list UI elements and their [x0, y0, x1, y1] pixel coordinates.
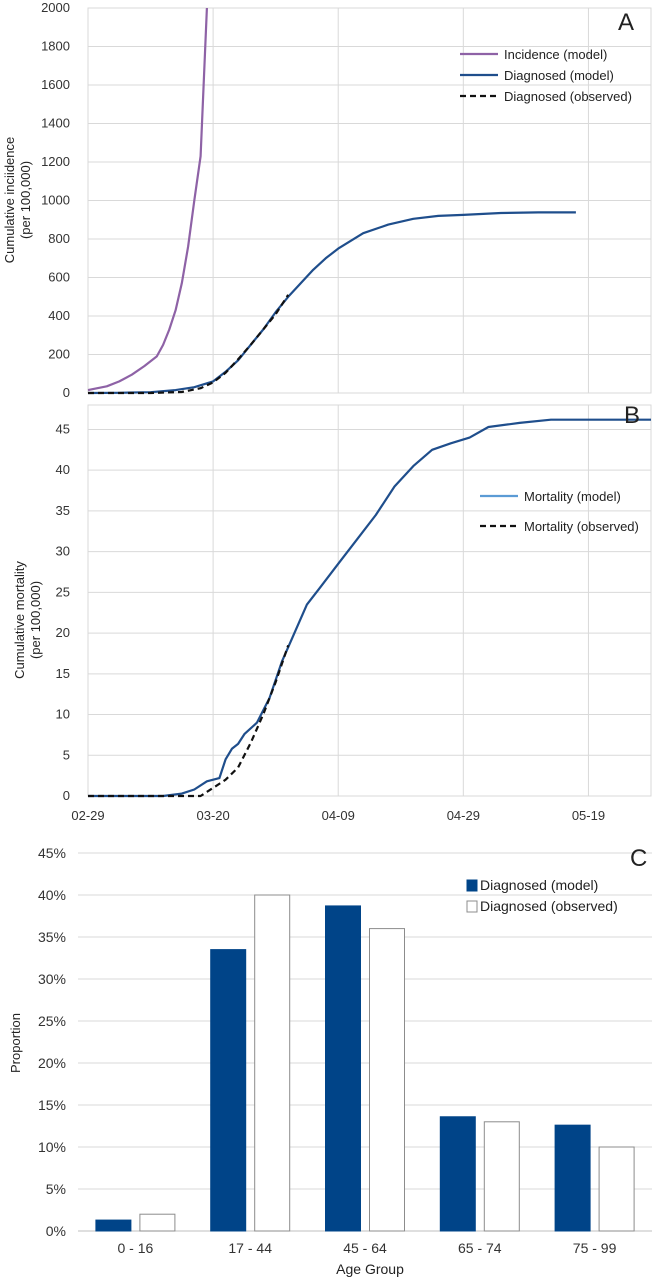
- panel-c-y-tick-label: 0%: [46, 1223, 66, 1239]
- panel-a-y-tick-label: 2000: [41, 0, 70, 15]
- panel-c-x-tick-label: 45 - 64: [343, 1240, 387, 1256]
- panel-b-y-tick-label: 45: [56, 421, 70, 436]
- panel-b-y-ticks: 0 5 10 15 20 25 30 35 40 45: [56, 421, 70, 803]
- panel-b-y-tick-label: 5: [63, 747, 70, 762]
- panel-a-y-title-line1: Cumulative inciidence: [2, 137, 17, 263]
- panel-b-legend: Mortality (model) Mortality (observed): [480, 489, 639, 534]
- panel-a-y-title: Cumulative inciidence (per 100,000): [2, 137, 33, 263]
- panel-a-grid: [87, 7, 652, 394]
- panel-b-y-tick-label: 40: [56, 462, 70, 477]
- panel-a-y-tick-label: 400: [48, 308, 70, 323]
- panel-c-bars: [95, 894, 635, 1232]
- panel-b-x-tick-label: 04-09: [322, 808, 355, 823]
- panel-a-series: [87, 7, 576, 395]
- bar-diagnosed-observed-45-64: [369, 928, 405, 1232]
- panel-b-y-tick-label: 35: [56, 503, 70, 518]
- panel-c-y-title: Proportion: [8, 1013, 23, 1073]
- bar-diagnosed-observed-65-74: [483, 1121, 520, 1232]
- bar-diagnosed-observed-0-16: [139, 1213, 176, 1232]
- panel-c-letter: C: [630, 845, 647, 872]
- panel-b-plot-frame: [87, 404, 652, 797]
- panel-c-y-ticks: 0% 5% 10% 15% 20% 25% 30% 35% 40% 45%: [38, 845, 66, 1239]
- panel-c-x-title: Age Group: [336, 1261, 404, 1277]
- panel-b-y-tick-label: 20: [56, 625, 70, 640]
- panel-b-y-tick-label: 30: [56, 544, 70, 559]
- bar-diagnosed-model-75-99: [554, 1124, 591, 1232]
- panel-a-y-tick-label: 1000: [41, 193, 70, 208]
- panel-a-y-tick-label: 200: [48, 347, 70, 362]
- panel-b-y-tick-label: 25: [56, 584, 70, 599]
- panel-b-y-tick-label: 15: [56, 666, 70, 681]
- panel-c-y-tick-label: 30%: [38, 971, 66, 987]
- panel-a-y-tick-label: 0: [63, 385, 70, 400]
- panel-c-y-tick-label: 35%: [38, 929, 66, 945]
- panel-c-y-tick-label: 25%: [38, 1013, 66, 1029]
- panel-a-y-tick-label: 1600: [41, 77, 70, 92]
- panel-a-y-tick-label: 1200: [41, 154, 70, 169]
- series-diagnosed-observed: [88, 294, 290, 395]
- panel-c-x-ticks: 0 - 16 17 - 44 45 - 64 65 - 74 75 - 99: [117, 1240, 616, 1256]
- bar-diagnosed-model-45-64: [325, 905, 361, 1232]
- panel-c-x-tick-label: 75 - 99: [573, 1240, 617, 1256]
- panel-a-legend: Incidence (model) Diagnosed (model) Diagno…: [460, 47, 632, 104]
- panel-b-y-tick-label: 10: [56, 707, 70, 722]
- panel-c-y-tick-label: 45%: [38, 845, 66, 861]
- panel-a-letter: A: [618, 9, 634, 36]
- bar-diagnosed-model-17-44: [210, 949, 247, 1232]
- panel-a-y-ticks: 0 200 400 600 800 1000 1200 1400 1600 1800 2000: [41, 0, 70, 400]
- legend-label-diagnosed-model: Diagnosed (model): [504, 68, 614, 83]
- legend-label-diagnosed-observed: Diagnosed (observed): [480, 898, 618, 914]
- panel-a-y-title-line2: (per 100,000): [18, 161, 33, 239]
- panel-c-x-tick-label: 17 - 44: [228, 1240, 272, 1256]
- panel-b-y-title-line2: (per 100,000): [28, 581, 43, 659]
- series-mortality-observed: [88, 644, 290, 798]
- panel-b-y-title-line1: Cumulative mortality: [12, 561, 27, 679]
- series-mortality-model: [88, 418, 651, 798]
- panel-b-grid: [87, 404, 652, 797]
- panel-c-y-tick-label: 20%: [38, 1055, 66, 1071]
- panel-a-y-tick-label: 1800: [41, 39, 70, 54]
- legend-label-diagnosed-model: Diagnosed (model): [480, 877, 598, 893]
- panel-c-y-tick-label: 40%: [38, 887, 66, 903]
- panel-b-x-ticks: 02-29 03-20 04-09 04-29 05-19: [71, 808, 605, 823]
- panel-c: 0% 5% 10% 15% 20% 25% 30% 35% 40% 45% 0 - 16 17 - …: [8, 845, 652, 1277]
- legend-label-diagnosed-observed: Diagnosed (observed): [504, 89, 632, 104]
- panel-a-y-tick-label: 800: [48, 231, 70, 246]
- panel-a-y-tick-label: 600: [48, 270, 70, 285]
- series-incidence-model: [87, 7, 208, 392]
- panel-c-y-tick-label: 15%: [38, 1097, 66, 1113]
- legend-label-incidence-model: Incidence (model): [504, 47, 607, 62]
- panel-a: 0 200 400 600 800 1000 1200 1400 1600 1800 2000 Cu…: [2, 0, 652, 400]
- legend-swatch-diagnosed-model: [466, 879, 478, 892]
- panel-b-letter: B: [624, 402, 640, 429]
- panel-c-y-tick-label: 10%: [38, 1139, 66, 1155]
- panel-c-x-tick-label: 65 - 74: [458, 1240, 502, 1256]
- legend-swatch-diagnosed-observed: [466, 900, 478, 913]
- panel-b-series: [88, 418, 651, 798]
- panel-a-y-tick-label: 1400: [41, 116, 70, 131]
- panel-b-x-tick-label: 02-29: [71, 808, 104, 823]
- bar-diagnosed-observed-17-44: [254, 894, 291, 1232]
- bar-diagnosed-model-65-74: [439, 1116, 476, 1232]
- panel-c-y-tick-label: 5%: [46, 1181, 66, 1197]
- panel-b-x-tick-label: 05-19: [572, 808, 605, 823]
- panel-b-x-tick-label: 03-20: [196, 808, 229, 823]
- bar-diagnosed-model-0-16: [95, 1219, 132, 1232]
- panel-b-y-title: Cumulative mortality (per 100,000): [12, 561, 43, 679]
- legend-label-mortality-observed: Mortality (observed): [524, 519, 639, 534]
- bar-diagnosed-observed-75-99: [598, 1146, 635, 1232]
- panel-c-x-tick-label: 0 - 16: [117, 1240, 153, 1256]
- panel-b-x-tick-label: 04-29: [447, 808, 480, 823]
- panel-b-y-tick-label: 0: [63, 788, 70, 803]
- legend-label-mortality-model: Mortality (model): [524, 489, 621, 504]
- panel-c-legend: Diagnosed (model) Diagnosed (observed): [466, 877, 618, 914]
- series-diagnosed-model: [87, 211, 576, 395]
